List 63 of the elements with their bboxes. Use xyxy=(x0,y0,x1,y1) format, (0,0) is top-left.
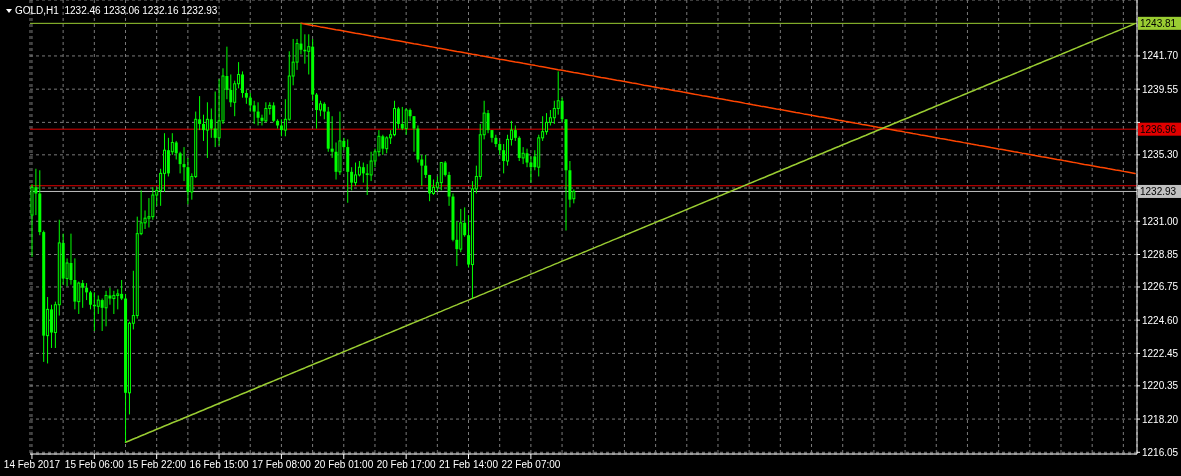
candlestick xyxy=(350,166,354,191)
y-tick-label: 1220.35 xyxy=(1142,380,1179,392)
candlestick xyxy=(361,162,365,184)
candlestick xyxy=(209,107,213,139)
candlestick xyxy=(404,107,408,136)
y-tick-label: 1218.20 xyxy=(1142,413,1179,425)
candlestick xyxy=(205,101,209,159)
candlestick xyxy=(240,70,244,99)
x-tick-label: 14 Feb 2017 xyxy=(3,458,61,470)
ref-line-label: 1236.96 xyxy=(1140,123,1177,135)
candlestick xyxy=(439,162,443,191)
y-tick-label: 1231.00 xyxy=(1142,215,1179,227)
ref-line-label: 1243.81 xyxy=(1140,17,1177,29)
candlestick xyxy=(365,163,369,196)
candlestick xyxy=(49,304,53,349)
text: GOLD,H1 1232.46 1233.06 1232.16 1232.93 xyxy=(15,5,218,17)
x-tick-label: 21 Feb 14:00 xyxy=(439,458,499,470)
candlestick xyxy=(560,97,564,123)
y-tick-label: 1239.55 xyxy=(1142,83,1179,95)
candlestick xyxy=(77,281,81,315)
candlestick xyxy=(202,114,206,142)
x-tick-label: 17 Feb 08:00 xyxy=(251,458,312,470)
candlestick xyxy=(552,100,556,125)
candlestick xyxy=(424,154,428,179)
candlestick xyxy=(517,135,521,162)
candlestick xyxy=(100,298,104,332)
candlestick xyxy=(400,106,404,131)
x-tick-label: 22 Feb 07:00 xyxy=(501,458,561,470)
y-tick-label: 1241.70 xyxy=(1142,50,1179,62)
line-series xyxy=(300,22,1136,175)
candlestick xyxy=(88,290,92,310)
candlestick xyxy=(213,90,217,148)
candlestick xyxy=(166,137,170,177)
candlestick xyxy=(545,112,549,136)
candlestick xyxy=(104,290,108,327)
candlestick xyxy=(334,141,338,181)
ref-line-label: 1232.93 xyxy=(1140,185,1177,197)
y-tick-label: 1235.30 xyxy=(1142,149,1179,161)
candlestick xyxy=(252,100,256,125)
candlestick xyxy=(502,143,506,174)
candlestick xyxy=(96,294,100,315)
y-tick-label: 1222.45 xyxy=(1142,347,1179,359)
candlestick xyxy=(163,132,167,193)
candlestick xyxy=(116,288,120,310)
candlestick xyxy=(264,101,268,123)
x-tick-label: 16 Feb 15:00 xyxy=(189,458,249,470)
candlestick xyxy=(248,92,252,113)
candlestick xyxy=(256,101,260,126)
candlestick xyxy=(486,109,490,134)
candlestick xyxy=(381,134,385,156)
y-tick-label: 1224.60 xyxy=(1142,314,1179,326)
candlestick xyxy=(112,290,116,315)
candlestick xyxy=(120,279,124,301)
x-tick-label: 15 Feb 22:00 xyxy=(127,458,187,470)
y-tick-label: 1216.05 xyxy=(1142,446,1179,458)
y-tick-label: 1226.75 xyxy=(1142,281,1179,293)
x-tick-label: 20 Feb 01:00 xyxy=(314,458,374,470)
candlestick xyxy=(108,287,112,306)
x-tick-label: 15 Feb 06:00 xyxy=(64,458,125,470)
x-tick-label: 20 Feb 17:00 xyxy=(376,458,437,470)
candlestick xyxy=(272,101,276,123)
candlestick xyxy=(81,279,85,309)
y-tick-label: 1228.85 xyxy=(1142,249,1179,261)
